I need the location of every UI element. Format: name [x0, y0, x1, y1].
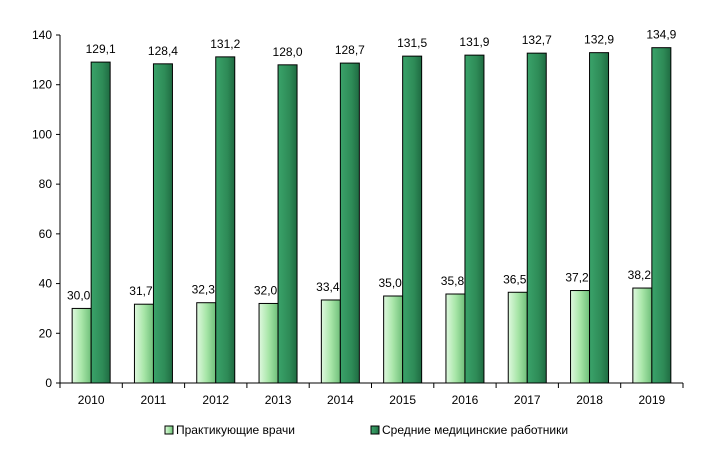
data-label: 33,4	[316, 280, 340, 294]
plot-area: 0 20 40 60 80 100 120 140 2010 2011 2012 2013 2014 20…	[32, 28, 684, 407]
data-label: 132,9	[584, 33, 614, 47]
bar-doctors	[507, 291, 528, 384]
bar-nurses	[339, 62, 360, 384]
bar-nurses	[651, 47, 672, 384]
bar-doctors	[320, 299, 341, 384]
legend-label: Практикующие врачи	[176, 423, 295, 437]
y-tick-label: 100	[32, 127, 52, 141]
data-label: 128,7	[335, 43, 365, 57]
y-tick-label: 40	[39, 277, 53, 291]
bar-doctors	[383, 295, 404, 384]
x-tick-label: 2011	[141, 393, 167, 407]
data-label: 32,0	[254, 283, 278, 297]
bar-doctors	[570, 290, 591, 384]
legend-label: Средние медицинские работники	[382, 423, 568, 437]
bar-nurses	[152, 63, 173, 384]
data-label: 131,2	[210, 37, 240, 51]
bar-doctors	[133, 303, 154, 384]
data-label: 35,0	[378, 276, 402, 290]
data-label: 37,2	[565, 271, 589, 285]
y-tick-label: 120	[32, 78, 52, 92]
bar-nurses	[589, 52, 610, 384]
bar-nurses	[215, 56, 236, 384]
x-tick-label: 2010	[78, 393, 105, 407]
legend-swatch	[370, 425, 380, 435]
y-tick-label: 140	[32, 28, 52, 42]
bar-nurses	[90, 61, 111, 384]
bar-doctors	[632, 287, 653, 384]
data-label: 36,5	[503, 272, 527, 286]
x-tick-label: 2014	[327, 393, 354, 407]
data-label: 134,9	[646, 28, 676, 42]
bar-nurses	[277, 64, 298, 384]
bar-doctors	[445, 293, 466, 384]
x-tick-label: 2013	[265, 393, 292, 407]
y-tick-label: 80	[39, 177, 53, 191]
x-tick-label: 2018	[576, 393, 603, 407]
data-label: 132,7	[522, 33, 552, 47]
bar-doctors	[71, 307, 92, 384]
data-label: 129,1	[86, 42, 116, 56]
data-label: 131,9	[459, 35, 489, 49]
legend: Практикующие врачи Средние медицинские ра…	[164, 423, 568, 437]
data-label: 128,0	[273, 45, 303, 59]
y-tick-label: 60	[39, 227, 53, 241]
bar-doctors	[196, 302, 217, 384]
data-label: 128,4	[148, 44, 178, 58]
bar-nurses	[464, 54, 485, 384]
x-tick-label: 2012	[202, 393, 229, 407]
data-label: 131,5	[397, 36, 427, 50]
data-label: 32,3	[192, 283, 216, 297]
data-label: 38,2	[628, 268, 652, 282]
bar-nurses	[526, 52, 547, 384]
data-label: 35,8	[441, 274, 465, 288]
x-tick-label: 2017	[514, 393, 541, 407]
bar-doctors	[258, 302, 279, 384]
x-tick-label: 2019	[638, 393, 665, 407]
data-label: 31,7	[129, 284, 153, 298]
bar-nurses	[402, 55, 423, 384]
y-tick-label: 20	[39, 326, 53, 340]
y-tick-label: 0	[45, 376, 52, 390]
data-label: 30,0	[67, 288, 91, 302]
legend-swatch	[164, 425, 174, 435]
x-tick-label: 2016	[452, 393, 479, 407]
x-tick-label: 2015	[389, 393, 416, 407]
